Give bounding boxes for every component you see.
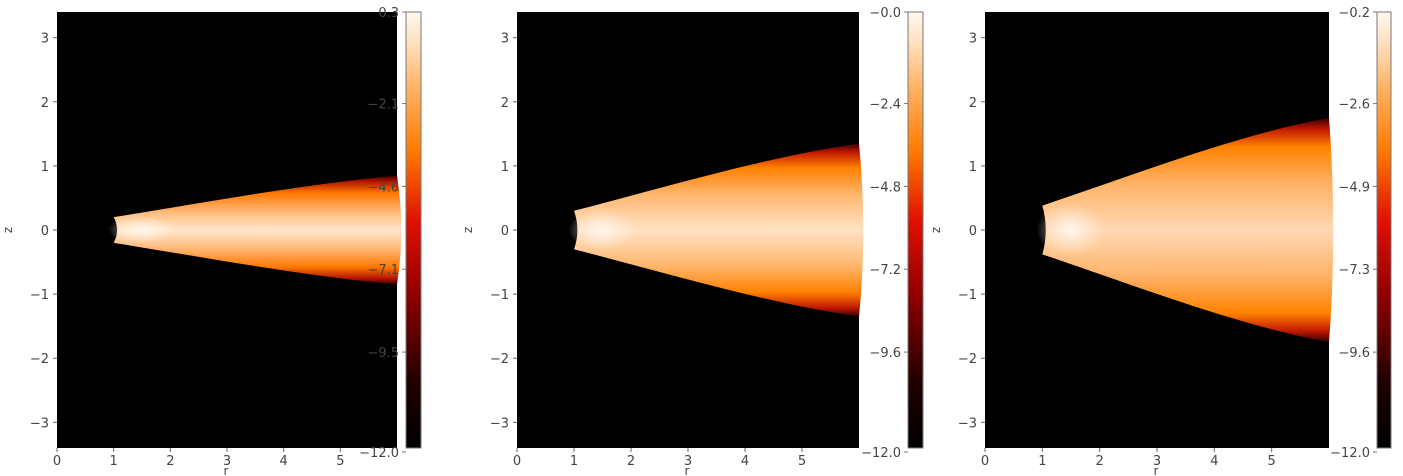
colorbar-tick-label: −2.6 (1338, 98, 1370, 113)
colorbar-tick-label: −7.1 (367, 263, 399, 278)
x-tick-label: 0 (53, 454, 61, 469)
x-tick-label: 0 (981, 454, 989, 469)
colorbar (907, 11, 924, 449)
x-tick-label: 1 (570, 454, 578, 469)
y-tick-label: −1 (490, 288, 509, 303)
y-axis-label: z (1, 227, 15, 233)
density-field (574, 143, 864, 317)
density-core (568, 208, 637, 252)
colorbar (405, 11, 422, 449)
y-tick-label: 0 (969, 224, 977, 239)
colorbar-tick-label: −12.0 (1330, 446, 1370, 461)
colorbar-tick-label: −12.0 (359, 446, 399, 461)
x-tick-label: 4 (1210, 454, 1218, 469)
y-tick-label: −3 (490, 416, 509, 431)
colorbar-tick-label: −7.2 (869, 263, 901, 278)
density-core (1036, 203, 1106, 257)
colorbar-tick-label: −9.6 (869, 346, 901, 361)
y-tick-label: 2 (969, 96, 977, 111)
x-tick-label: 5 (1268, 454, 1276, 469)
panel-middle: 0 1 2 3 4 5−3−2−10123rz−0.0−2.4−4.8−7.2−9.6−1… (461, 6, 924, 476)
y-tick-label: 2 (501, 96, 509, 111)
x-axis-label: r (224, 464, 229, 476)
y-tick-label: −2 (958, 352, 977, 367)
y-tick-label: −3 (958, 416, 977, 431)
colorbar-tick-label: −4.6 (367, 180, 399, 195)
y-tick-label: −2 (30, 352, 49, 367)
density-core (108, 215, 176, 245)
x-tick-label: 5 (798, 454, 806, 469)
y-tick-label: 1 (501, 160, 509, 175)
colorbar-tick-label: −7.3 (1338, 263, 1370, 278)
x-tick-label: 0 (513, 454, 521, 469)
y-axis-label: z (461, 227, 475, 233)
y-tick-label: 0 (501, 224, 509, 239)
x-axis-label: r (685, 464, 690, 476)
y-tick-label: 3 (969, 32, 977, 47)
x-tick-label: 2 (1096, 454, 1104, 469)
y-tick-label: −1 (958, 288, 977, 303)
colorbar-tick-label: −9.6 (1338, 346, 1370, 361)
x-tick-label: 3 (223, 454, 231, 469)
panel-right: 0 1 2 3 4 5−3−2−10123rz−0.2−2.6−4.9−7.3−9.6−1… (929, 6, 1392, 476)
y-tick-label: 3 (41, 32, 49, 47)
x-tick-label: 1 (110, 454, 118, 469)
colorbar-tick-label: −4.9 (1338, 180, 1370, 195)
x-tick-label: 5 (336, 454, 344, 469)
x-tick-label: 1 (1038, 454, 1046, 469)
y-tick-label: −2 (490, 352, 509, 367)
y-tick-label: 1 (41, 160, 49, 175)
colorbar-tick-label: −4.8 (869, 180, 901, 195)
y-tick-label: 0 (41, 224, 49, 239)
y-axis-label: z (929, 227, 943, 233)
colorbar-tick-label: −0.2 (1338, 6, 1370, 21)
density-field (1042, 117, 1334, 343)
panel-left: 0 1 2 3 4 5−3−2−10123rz0.3−2.1−4.6−7.1−9.5−12… (1, 6, 422, 476)
colorbar-tick-label: −2.4 (869, 98, 901, 113)
density-field (113, 175, 402, 285)
x-tick-label: 2 (627, 454, 635, 469)
x-tick-label: 2 (166, 454, 174, 469)
y-tick-label: −3 (30, 416, 49, 431)
x-tick-label: 4 (280, 454, 288, 469)
y-tick-label: 3 (501, 32, 509, 47)
colorbar-tick-label: −2.1 (367, 98, 399, 113)
colorbar-tick-label: −0.0 (869, 6, 901, 21)
y-tick-label: 2 (41, 96, 49, 111)
x-tick-label: 3 (684, 454, 692, 469)
colorbar (1376, 11, 1392, 449)
colorbar-tick-label: −12.0 (861, 446, 901, 461)
y-tick-label: −1 (30, 288, 49, 303)
x-axis-label: r (1154, 464, 1159, 476)
colorbar-tick-label: −9.5 (367, 346, 399, 361)
x-tick-label: 3 (1153, 454, 1161, 469)
y-tick-label: 1 (969, 160, 977, 175)
colorbar-tick-label: 0.3 (378, 6, 399, 21)
x-tick-label: 4 (741, 454, 749, 469)
